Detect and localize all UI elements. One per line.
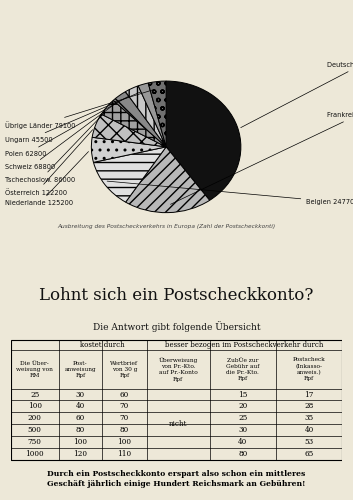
- Text: 100: 100: [28, 402, 42, 410]
- Text: 40: 40: [76, 402, 85, 410]
- Text: 70: 70: [120, 402, 129, 410]
- Text: Übrige Länder 79100: Übrige Länder 79100: [5, 90, 154, 129]
- Text: 17: 17: [305, 390, 314, 398]
- Text: Belgien 247700: Belgien 247700: [107, 181, 353, 204]
- Text: Ausbreitung des Postscheckverkehrs in Europa (Zahl der Postscheckkonti): Ausbreitung des Postscheckverkehrs in Eu…: [57, 224, 275, 228]
- Text: Wertbrief
von 30 g
Rpf: Wertbrief von 30 g Rpf: [110, 360, 138, 378]
- Text: Frankreich 389300: Frankreich 389300: [170, 112, 353, 204]
- Text: 40: 40: [305, 426, 314, 434]
- Text: 25: 25: [238, 414, 247, 422]
- Text: 60: 60: [76, 414, 85, 422]
- Text: Österreich 122200: Österreich 122200: [5, 130, 92, 196]
- Wedge shape: [92, 114, 166, 147]
- Text: 80: 80: [120, 426, 129, 434]
- Text: 30: 30: [76, 390, 85, 398]
- Text: 1000: 1000: [25, 450, 44, 458]
- Text: Lohnt sich ein Postscheckkonto?: Lohnt sich ein Postscheckkonto?: [39, 287, 314, 304]
- Wedge shape: [166, 81, 241, 200]
- Wedge shape: [91, 138, 166, 162]
- Text: 80: 80: [76, 426, 85, 434]
- Text: Die Über-
weisung von
RM: Die Über- weisung von RM: [16, 360, 53, 378]
- Text: 35: 35: [305, 414, 314, 422]
- Text: 100: 100: [117, 438, 131, 446]
- Text: 25: 25: [30, 390, 39, 398]
- Wedge shape: [138, 83, 166, 147]
- Text: Deutschland 821400: Deutschland 821400: [241, 62, 353, 128]
- Text: ZubÜe zur
Gebühr auf
die Pr.-Kto.
Rpf: ZubÜe zur Gebühr auf die Pr.-Kto. Rpf: [226, 358, 259, 381]
- Text: Schweiz 68800: Schweiz 68800: [5, 103, 116, 170]
- Text: nicht: nicht: [169, 420, 187, 428]
- Text: 30: 30: [238, 426, 247, 434]
- Text: Ungarn 45500: Ungarn 45500: [5, 92, 140, 142]
- Text: Postscheck
(Inkasso-
anweis.)
Rpf: Postscheck (Inkasso- anweis.) Rpf: [293, 358, 325, 382]
- Bar: [11, 340, 342, 460]
- Wedge shape: [94, 147, 166, 202]
- Wedge shape: [126, 147, 210, 212]
- Text: 80: 80: [238, 450, 247, 458]
- Text: 65: 65: [305, 450, 314, 458]
- Text: besser bezogen im Postscheckverkehr durch: besser bezogen im Postscheckverkehr durc…: [165, 341, 324, 349]
- Text: 40: 40: [238, 438, 247, 446]
- Text: 120: 120: [73, 450, 87, 458]
- Wedge shape: [101, 100, 166, 147]
- Text: Tschechoslow. 86000: Tschechoslow. 86000: [5, 113, 104, 182]
- Text: 70: 70: [120, 414, 129, 422]
- Text: Die Antwort gibt folgende Übersicht: Die Antwort gibt folgende Übersicht: [93, 322, 260, 332]
- Text: 20: 20: [238, 402, 247, 410]
- Wedge shape: [125, 86, 166, 147]
- Text: 110: 110: [117, 450, 131, 458]
- Text: 500: 500: [28, 426, 42, 434]
- Text: 200: 200: [28, 414, 42, 422]
- Text: 53: 53: [305, 438, 314, 446]
- Text: Post-
anweisung
Rpf: Post- anweisung Rpf: [65, 360, 96, 378]
- Text: 28: 28: [305, 402, 314, 410]
- Text: Niederlande 125200: Niederlande 125200: [5, 152, 89, 206]
- Text: kostet durch: kostet durch: [80, 341, 125, 349]
- Text: Überweisung
von Pr.-Kto.
auf Pr.-Konto
Rpf: Überweisung von Pr.-Kto. auf Pr.-Konto R…: [158, 357, 198, 382]
- Text: 60: 60: [120, 390, 129, 398]
- Text: Durch ein Postscheckkonto erspart also schon ein mittleres
Geschäft jährlich ein: Durch ein Postscheckkonto erspart also s…: [47, 470, 306, 488]
- Wedge shape: [113, 92, 166, 147]
- Text: 15: 15: [238, 390, 247, 398]
- Text: 750: 750: [28, 438, 42, 446]
- Text: 100: 100: [73, 438, 87, 446]
- Text: Polen 62800: Polen 62800: [5, 96, 129, 157]
- Wedge shape: [148, 81, 166, 147]
